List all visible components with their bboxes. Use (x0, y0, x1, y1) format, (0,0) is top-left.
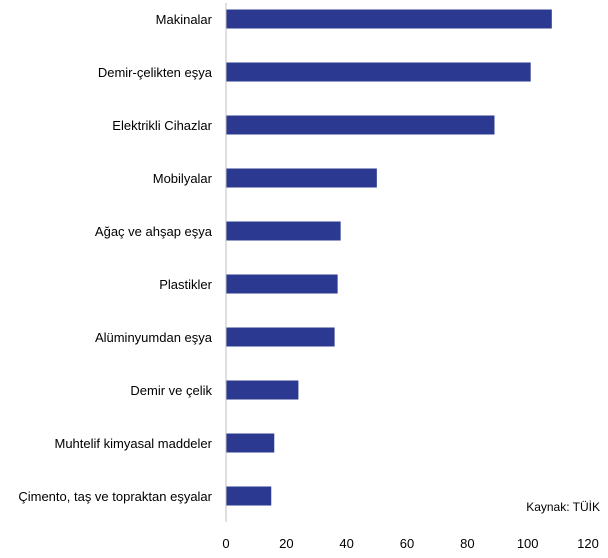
category-label: Mobilyalar (153, 171, 213, 186)
bar (226, 115, 495, 135)
x-tick-label: 60 (400, 536, 414, 551)
bar (226, 62, 531, 82)
bar (226, 327, 335, 347)
category-label: Demir ve çelik (130, 383, 212, 398)
category-label: Elektrikli Cihazlar (112, 118, 212, 133)
category-label: Ağaç ve ahşap eşya (95, 224, 213, 239)
x-tick-labels-group: 0 20 40 60 80 100 120 (222, 536, 598, 551)
x-tick-label: 20 (279, 536, 293, 551)
bar (226, 221, 341, 241)
category-label: Çimento, taş ve topraktan eşyalar (18, 489, 212, 504)
bar (226, 168, 377, 188)
category-label: Plastikler (159, 277, 212, 292)
bars-group (226, 9, 552, 506)
x-tick-label: 100 (517, 536, 539, 551)
x-tick-label: 0 (222, 536, 229, 551)
category-labels-group: Makinalar Demir-çelikten eşya Elektrikli C… (18, 12, 212, 504)
source-note: Kaynak: TÜİK (526, 500, 600, 514)
bar (226, 433, 275, 453)
bar (226, 274, 338, 294)
category-label: Demir-çelikten eşya (98, 65, 213, 80)
category-label: Makinalar (156, 12, 213, 27)
x-tick-label: 80 (460, 536, 474, 551)
category-label: Muhtelif kimyasal maddeler (54, 436, 212, 451)
bar (226, 9, 552, 29)
category-label: Alüminyumdan eşya (95, 330, 213, 345)
bar (226, 486, 272, 506)
x-tick-label: 40 (339, 536, 353, 551)
x-tick-label: 120 (577, 536, 599, 551)
bar (226, 380, 299, 400)
